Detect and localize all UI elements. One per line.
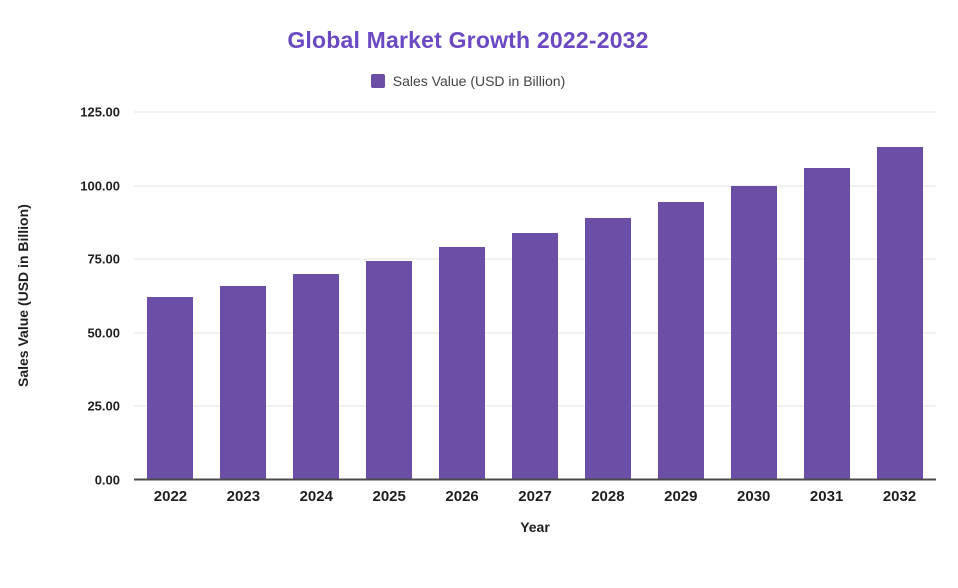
bar-cell bbox=[426, 112, 499, 480]
bar-2029 bbox=[657, 201, 704, 480]
chart-title: Global Market Growth 2022-2032 bbox=[287, 27, 649, 53]
gridline bbox=[134, 185, 936, 187]
x-tick-label: 2031 bbox=[809, 487, 844, 505]
bar-2022 bbox=[147, 297, 194, 480]
x-axis-line bbox=[134, 478, 936, 481]
y-tick-label: 50.00 bbox=[87, 325, 120, 341]
plot-area bbox=[134, 111, 936, 481]
bar-cell bbox=[134, 112, 207, 480]
bar-cell bbox=[280, 112, 353, 480]
y-axis-title: Sales Value (USD in Billion) bbox=[15, 204, 31, 388]
bar-cell bbox=[207, 112, 280, 480]
legend-swatch bbox=[370, 74, 385, 88]
x-axis-labels: 2022 2023 2024 2025 2026 2027 2028 2029 2030 2031… bbox=[134, 480, 936, 512]
bar-2025 bbox=[366, 260, 413, 480]
legend: Sales Value (USD in Billion) bbox=[0, 71, 936, 91]
bar-2030 bbox=[730, 185, 777, 480]
y-tick-label: 100.00 bbox=[80, 178, 120, 194]
x-tick-label: 2022 bbox=[153, 487, 188, 505]
bar-cell bbox=[790, 112, 863, 480]
bar-2031 bbox=[803, 167, 850, 480]
x-tick-label: 2028 bbox=[591, 487, 625, 505]
bar-2024 bbox=[293, 273, 340, 480]
bar-2026 bbox=[439, 247, 486, 480]
bar-2028 bbox=[584, 217, 631, 480]
legend-label: Sales Value (USD in Billion) bbox=[392, 73, 566, 89]
bar-2032 bbox=[876, 147, 923, 480]
plot-grid: Sales Value (USD in Billion) 0.00 25.00 50… bbox=[0, 105, 936, 542]
x-tick-label: 2027 bbox=[518, 487, 552, 505]
x-axis-title: Year bbox=[520, 519, 550, 535]
bars-layer bbox=[134, 112, 936, 480]
bar-2023 bbox=[220, 285, 267, 480]
y-tick-label: 125.00 bbox=[80, 104, 120, 120]
bar-2027 bbox=[511, 232, 558, 480]
y-tick-label: 25.00 bbox=[87, 398, 120, 414]
bar-cell bbox=[571, 112, 644, 480]
gridline bbox=[134, 111, 936, 113]
bar-cell bbox=[353, 112, 426, 480]
x-tick-label: 2030 bbox=[737, 487, 771, 505]
x-tick-label: 2029 bbox=[664, 487, 698, 505]
bar-cell bbox=[499, 112, 572, 480]
x-tick-label: 2026 bbox=[445, 487, 479, 505]
x-tick-label: 2023 bbox=[226, 487, 261, 505]
x-tick-label: 2025 bbox=[372, 487, 406, 505]
bar-cell bbox=[644, 112, 717, 480]
y-tick-labels: 0.00 25.00 50.00 75.00 100.00 125.00 bbox=[46, 105, 134, 488]
x-tick-label: 2024 bbox=[299, 487, 333, 505]
y-tick-label: 75.00 bbox=[87, 251, 120, 267]
x-tick-label: 2032 bbox=[882, 487, 917, 505]
y-tick-label: 0.00 bbox=[94, 472, 120, 488]
bar-cell bbox=[717, 112, 790, 480]
bar-cell bbox=[863, 112, 936, 480]
